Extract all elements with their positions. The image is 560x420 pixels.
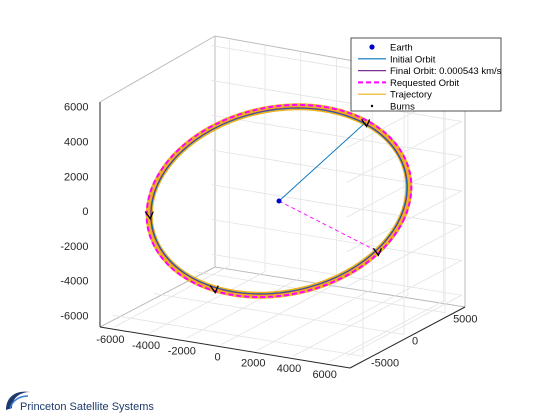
x-tick-label: 2000 bbox=[241, 357, 265, 369]
x-tick-label: -2000 bbox=[168, 346, 196, 358]
x-tick-label: 4000 bbox=[277, 363, 301, 375]
z-grid-line bbox=[211, 80, 463, 183]
x-grid-line bbox=[149, 45, 266, 334]
final-orbit-line bbox=[150, 107, 408, 295]
z-tick-label: 4000 bbox=[64, 136, 88, 148]
legend-entry: Burns bbox=[370, 102, 415, 113]
z-grid-line bbox=[211, 219, 463, 322]
legend-label: Earth bbox=[390, 43, 413, 54]
x-grid-line bbox=[221, 57, 337, 345]
x-grid-line bbox=[292, 69, 409, 357]
legend-burn-marker bbox=[370, 104, 374, 108]
x-grid-line bbox=[185, 51, 302, 339]
y-tick-label: 5000 bbox=[453, 314, 477, 326]
burn-marker bbox=[209, 285, 219, 294]
logo-text: Princeton Satellite Systems bbox=[20, 401, 154, 413]
burn-marker bbox=[372, 247, 383, 257]
logo-swoosh-accent-icon bbox=[9, 395, 29, 410]
x-grid-line bbox=[328, 75, 445, 363]
y-grid-line bbox=[153, 108, 405, 335]
burn-marker bbox=[361, 119, 371, 128]
legend-label: Burns bbox=[390, 102, 415, 113]
z-grid-line bbox=[211, 114, 463, 218]
legend-earth-marker bbox=[369, 44, 375, 50]
z-grid-line bbox=[211, 253, 463, 357]
requested-position-line bbox=[278, 200, 378, 252]
x-tick-label: 0 bbox=[214, 351, 220, 363]
initial-position-line bbox=[278, 122, 366, 202]
legend-entry: Requested Orbit bbox=[358, 78, 460, 89]
y-grid-line bbox=[194, 86, 446, 314]
y-tick-label: -5000 bbox=[371, 357, 399, 369]
y-grid-line bbox=[112, 130, 364, 357]
initial-orbit-line bbox=[150, 107, 408, 295]
tick-labels: 6000 4000 2000 0 -2000 -4000 -6000 -6000 -4000 -2… bbox=[60, 102, 477, 381]
z-tick-label: -2000 bbox=[60, 241, 88, 253]
x-tick-label: -4000 bbox=[132, 340, 160, 352]
x-tick-label: -6000 bbox=[96, 334, 124, 346]
y-tick-label: 0 bbox=[412, 335, 418, 347]
legend-entry: Final Orbit: 0.000543 km/s bbox=[358, 66, 502, 77]
earth-marker bbox=[276, 198, 282, 204]
z-tick-label: -4000 bbox=[60, 276, 88, 288]
legend-entry: Initial Orbit bbox=[358, 54, 436, 65]
plot-area bbox=[144, 103, 413, 299]
legend-label: Trajectory bbox=[390, 90, 432, 101]
x-grid-line bbox=[257, 63, 373, 351]
x-tick-label: 6000 bbox=[312, 369, 336, 381]
legend-label: Initial Orbit bbox=[390, 54, 436, 65]
burn-marker bbox=[144, 211, 154, 220]
x-grid-line bbox=[114, 39, 230, 328]
company-logo: Princeton Satellite Systems bbox=[6, 391, 154, 413]
legend-label: Final Orbit: 0.000543 km/s bbox=[390, 66, 502, 77]
requested-orbit-line bbox=[145, 103, 413, 299]
grid-lines bbox=[112, 39, 463, 363]
legend-label: Requested Orbit bbox=[390, 78, 460, 89]
legend-entry: Trajectory bbox=[358, 90, 432, 101]
trajectory-line bbox=[145, 103, 413, 299]
legend-entry: Earth bbox=[369, 43, 413, 54]
z-grid-line bbox=[211, 184, 463, 288]
z-grid-line bbox=[211, 149, 463, 253]
z-tick-label: 2000 bbox=[64, 171, 88, 183]
z-tick-label: -6000 bbox=[60, 310, 88, 322]
z-tick-label: 6000 bbox=[64, 102, 88, 114]
floor-axes bbox=[99, 306, 466, 369]
z-tick-label: 0 bbox=[82, 206, 88, 218]
legend-box bbox=[350, 37, 502, 112]
